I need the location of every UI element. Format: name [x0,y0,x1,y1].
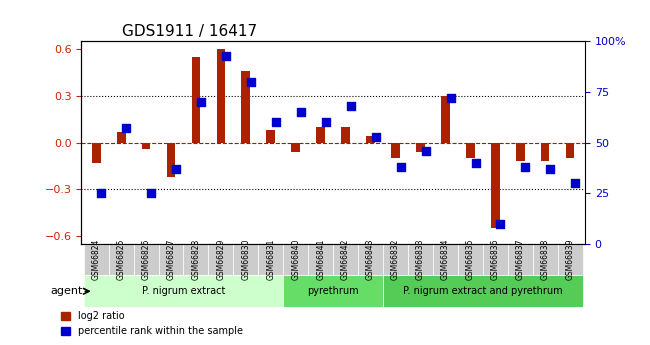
Legend: log2 ratio, percentile rank within the sample: log2 ratio, percentile rank within the s… [57,307,247,340]
Text: P. nigrum extract: P. nigrum extract [142,286,225,296]
FancyBboxPatch shape [283,244,308,275]
Bar [416,142,424,152]
FancyBboxPatch shape [109,244,134,275]
Bar [441,96,450,142]
Text: GSM66828: GSM66828 [192,239,200,280]
FancyBboxPatch shape [558,244,582,275]
Point [520,164,530,170]
Text: GSM66834: GSM66834 [441,239,450,280]
Point [370,134,381,139]
FancyBboxPatch shape [483,244,508,275]
Point [171,166,181,172]
Text: GSM66825: GSM66825 [116,239,125,280]
Point [421,148,431,154]
FancyBboxPatch shape [333,244,358,275]
FancyBboxPatch shape [84,244,109,275]
Text: GSM66830: GSM66830 [241,239,250,280]
FancyBboxPatch shape [159,244,183,275]
Point [445,95,456,101]
Text: pyrethrum: pyrethrum [307,286,359,296]
FancyBboxPatch shape [84,275,283,307]
Bar [291,142,300,152]
Bar [366,136,375,142]
FancyBboxPatch shape [258,244,283,275]
Text: GSM66824: GSM66824 [92,239,101,280]
FancyBboxPatch shape [458,244,483,275]
Text: GSM66826: GSM66826 [142,239,151,280]
Point [320,120,331,125]
Text: GDS1911 / 16417: GDS1911 / 16417 [122,24,257,39]
Bar [242,71,250,142]
Point [471,160,481,166]
Text: GSM66827: GSM66827 [166,239,176,280]
Text: GSM66833: GSM66833 [416,239,425,280]
Bar [142,142,150,149]
FancyBboxPatch shape [183,244,209,275]
Point [221,53,231,58]
Text: GSM66839: GSM66839 [566,239,575,280]
Point [271,120,281,125]
Text: GSM66836: GSM66836 [491,239,500,280]
Bar [341,127,350,142]
Bar [266,130,275,142]
Point [196,99,207,105]
Point [570,180,580,186]
Point [96,190,107,196]
Bar [192,57,200,142]
FancyBboxPatch shape [383,275,582,307]
Bar [541,142,549,161]
FancyBboxPatch shape [358,244,383,275]
Point [246,79,256,85]
Text: GSM66842: GSM66842 [341,239,350,280]
Point [495,221,506,226]
Text: GSM66841: GSM66841 [316,239,325,280]
FancyBboxPatch shape [383,244,408,275]
FancyBboxPatch shape [408,244,433,275]
Bar [391,142,400,158]
FancyBboxPatch shape [283,275,383,307]
Point [395,164,406,170]
Text: GSM66843: GSM66843 [366,239,375,280]
Text: GSM66838: GSM66838 [541,239,550,280]
Bar [92,142,101,163]
Text: GSM66832: GSM66832 [391,239,400,280]
Text: agent: agent [50,286,83,296]
Bar [117,132,125,142]
Point [545,166,556,172]
Point [296,109,306,115]
FancyBboxPatch shape [433,244,458,275]
Bar [216,49,226,142]
FancyBboxPatch shape [233,244,258,275]
Text: GSM66840: GSM66840 [291,239,300,280]
Bar [491,142,500,228]
Text: GSM66835: GSM66835 [466,239,474,280]
Bar [516,142,525,161]
Text: GSM66831: GSM66831 [266,239,276,280]
FancyBboxPatch shape [508,244,532,275]
FancyBboxPatch shape [532,244,558,275]
Point [146,190,157,196]
FancyBboxPatch shape [209,244,233,275]
Point [121,126,131,131]
Text: P. nigrum extract and pyrethrum: P. nigrum extract and pyrethrum [403,286,562,296]
Text: GSM66837: GSM66837 [515,239,525,280]
Text: GSM66829: GSM66829 [216,239,226,280]
Bar [466,142,474,158]
Point [346,104,356,109]
FancyBboxPatch shape [308,244,333,275]
FancyBboxPatch shape [134,244,159,275]
Bar [317,127,325,142]
Bar [166,142,176,177]
Bar [566,142,575,158]
